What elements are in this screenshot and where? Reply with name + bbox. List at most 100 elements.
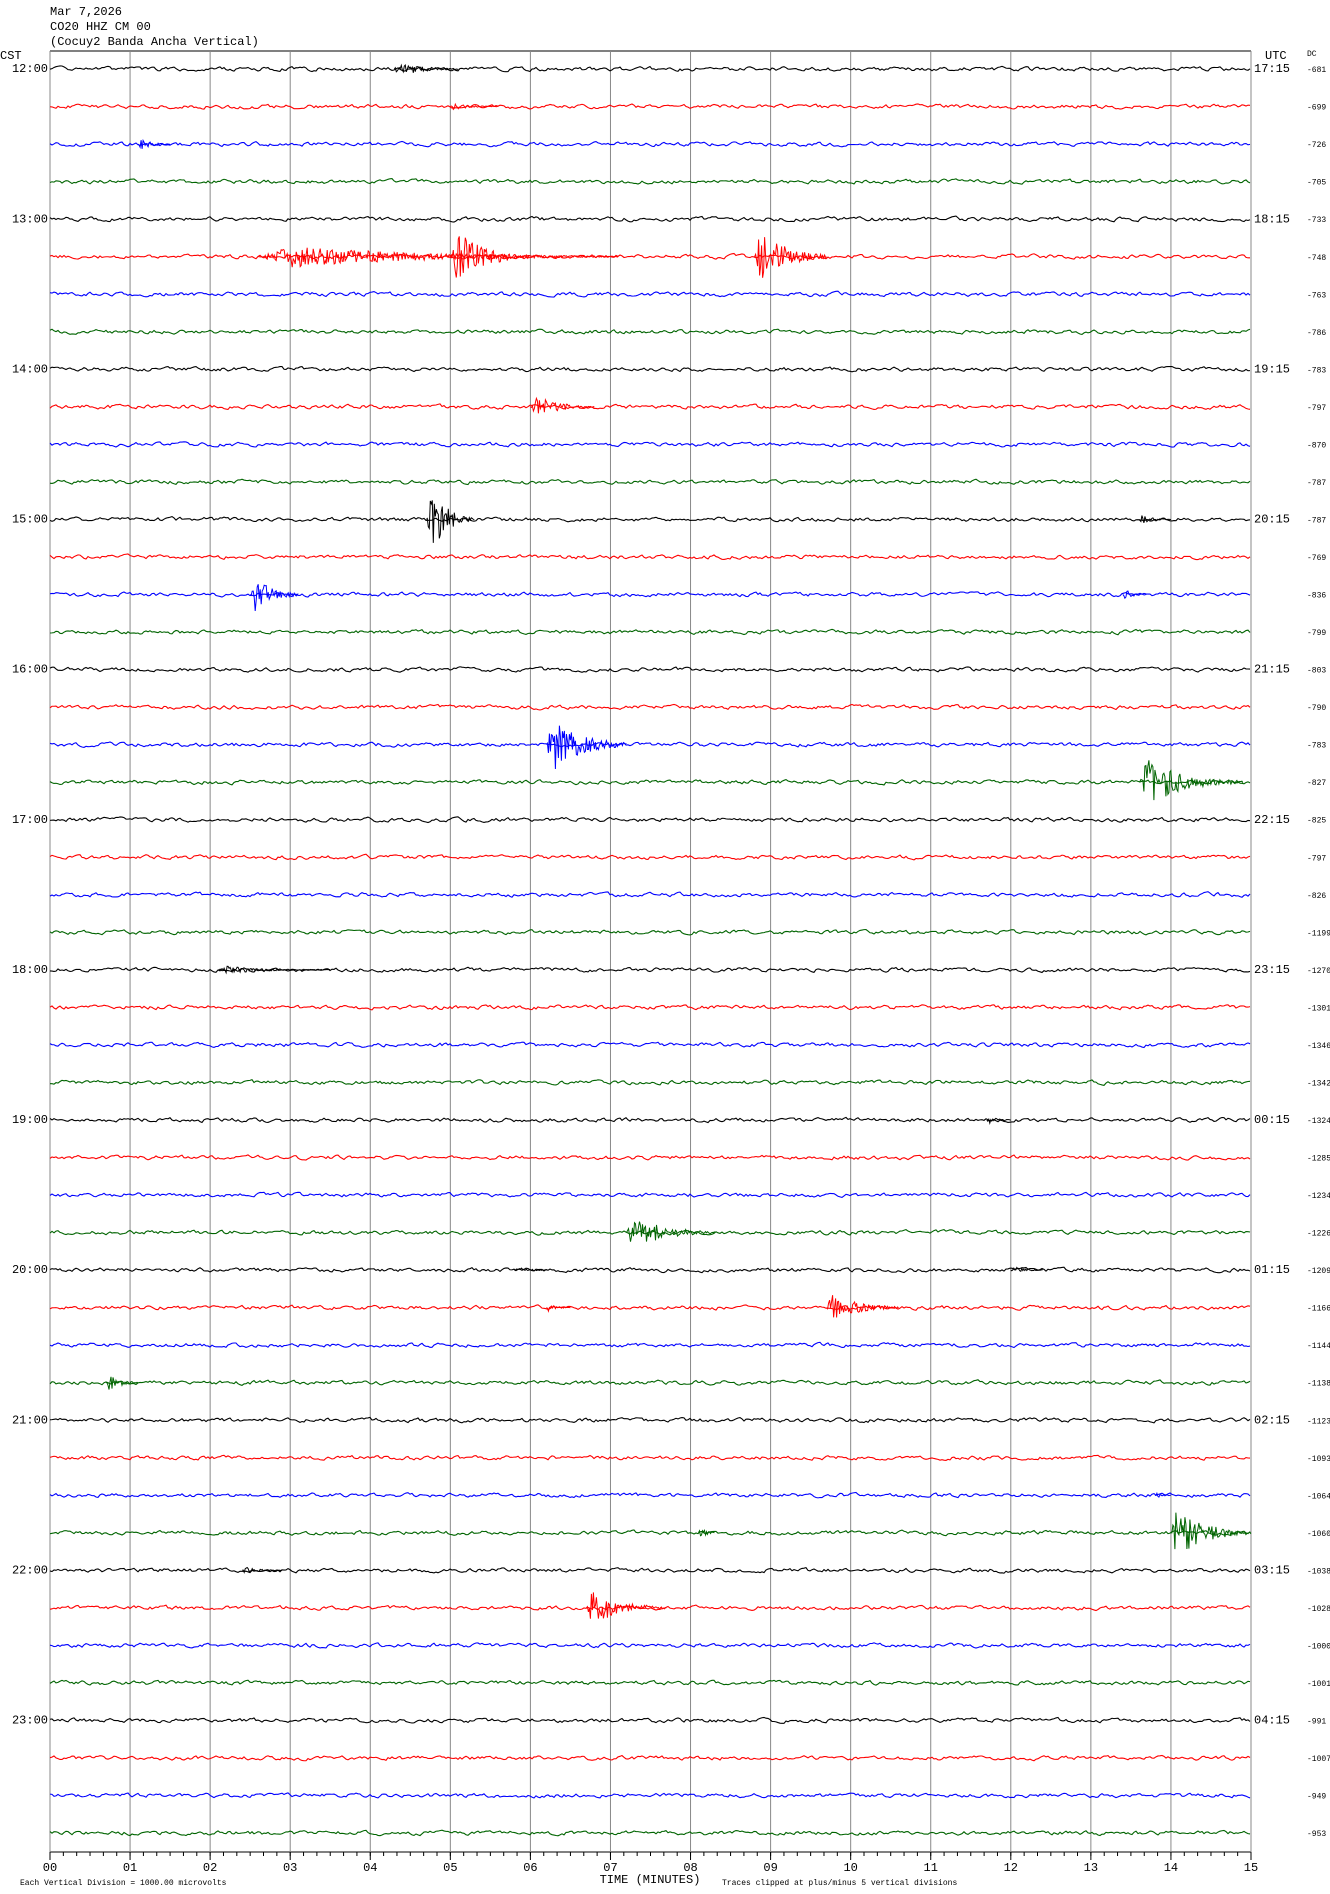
trace xyxy=(49,1716,1251,1724)
trace xyxy=(49,1116,1251,1124)
trace xyxy=(49,1491,1251,1499)
cst-label: 21:00 xyxy=(12,1413,48,1427)
seismic-event xyxy=(137,138,171,150)
trace xyxy=(49,591,1251,598)
seismic-event xyxy=(1138,760,1244,801)
cst-label: 17:00 xyxy=(12,813,48,827)
dc-value: -1144 xyxy=(1307,1342,1330,1351)
dc-value: -1324 xyxy=(1307,1117,1330,1126)
dc-value: -763 xyxy=(1307,291,1326,300)
trace xyxy=(49,1529,1251,1537)
seismic-event xyxy=(586,1592,667,1619)
dc-value: -787 xyxy=(1307,479,1326,488)
dc-value: -705 xyxy=(1307,179,1326,188)
cst-label: 18:00 xyxy=(12,963,48,977)
dc-value: -1346 xyxy=(1307,1042,1330,1051)
trace xyxy=(49,1792,1251,1799)
dc-value: -726 xyxy=(1307,141,1326,150)
dc-value: -786 xyxy=(1307,329,1326,338)
trace xyxy=(49,103,1251,110)
dc-value: -783 xyxy=(1307,742,1326,751)
trace xyxy=(49,1191,1251,1199)
trace xyxy=(49,553,1251,561)
cst-label: 23:00 xyxy=(12,1714,48,1728)
right-axis-label: UTC xyxy=(1265,49,1287,63)
dc-value: -748 xyxy=(1307,254,1326,263)
trace xyxy=(49,65,1251,73)
x-tick-label: 02 xyxy=(203,1861,217,1875)
dc-value: -1342 xyxy=(1307,1079,1330,1088)
seismic-event xyxy=(217,965,331,975)
trace xyxy=(49,1004,1251,1011)
cst-label: 13:00 xyxy=(12,212,48,226)
dc-value: -1199 xyxy=(1307,929,1330,938)
trace xyxy=(49,1604,1251,1612)
station: CO20 HHZ CM 00 xyxy=(50,20,151,34)
seismic-event xyxy=(449,236,531,278)
utc-label: 21:15 xyxy=(1254,663,1290,677)
cst-label: 12:00 xyxy=(12,62,48,76)
trace xyxy=(49,1679,1251,1686)
dc-value: -1028 xyxy=(1307,1605,1330,1614)
trace xyxy=(49,1454,1251,1461)
seismic-event xyxy=(393,63,459,74)
x-tick-label: 11 xyxy=(924,1861,938,1875)
trace xyxy=(49,252,1251,260)
dc-value: -949 xyxy=(1307,1793,1326,1802)
utc-label: 19:15 xyxy=(1254,362,1290,376)
x-tick-label: 00 xyxy=(43,1861,57,1875)
utc-label: 03:15 xyxy=(1254,1563,1290,1577)
cst-label: 14:00 xyxy=(12,362,48,376)
trace xyxy=(49,1829,1251,1837)
description: (Cocuy2 Banda Ancha Vertical) xyxy=(50,35,259,49)
trace xyxy=(49,515,1251,523)
seismic-event xyxy=(514,1267,547,1272)
seismic-event xyxy=(546,1305,571,1313)
seismic-event xyxy=(546,725,627,769)
dc-value: -1226 xyxy=(1307,1230,1330,1239)
dc-label: DC xyxy=(1307,50,1317,59)
scale-note: Each Vertical Division = 1000.00 microvo… xyxy=(20,1879,227,1888)
trace xyxy=(49,215,1251,223)
trace xyxy=(49,441,1251,448)
x-tick-label: 09 xyxy=(763,1861,777,1875)
trace xyxy=(49,1266,1251,1274)
x-tick-label: 14 xyxy=(1164,1861,1178,1875)
utc-label: 00:15 xyxy=(1254,1113,1290,1127)
seismic-event xyxy=(754,237,827,278)
utc-label: 02:15 xyxy=(1254,1413,1290,1427)
trace xyxy=(49,741,1251,748)
seismic-event xyxy=(249,584,299,611)
dc-value: -1064 xyxy=(1307,1492,1330,1501)
clip-note: Traces clipped at plus/minus 5 vertical … xyxy=(722,1879,957,1888)
dc-value: -1123 xyxy=(1307,1417,1330,1426)
trace xyxy=(49,403,1251,411)
dc-value: -783 xyxy=(1307,366,1326,375)
trace xyxy=(49,816,1251,824)
x-tick-label: 01 xyxy=(123,1861,137,1875)
trace xyxy=(49,1379,1251,1386)
cst-label: 15:00 xyxy=(12,513,48,527)
seismic-event xyxy=(1122,590,1148,600)
trace xyxy=(49,703,1251,711)
x-tick-label: 07 xyxy=(603,1861,617,1875)
dc-value: -1138 xyxy=(1307,1380,1330,1389)
x-tick-label: 12 xyxy=(1004,1861,1018,1875)
trace xyxy=(49,778,1251,786)
dc-value: -769 xyxy=(1307,554,1326,563)
seismic-event xyxy=(698,1528,715,1537)
dc-value: -1093 xyxy=(1307,1455,1330,1464)
utc-label: 01:15 xyxy=(1254,1263,1290,1277)
trace xyxy=(49,1154,1251,1161)
cst-label: 16:00 xyxy=(12,663,48,677)
dc-value: -827 xyxy=(1307,779,1326,788)
dc-value: -1285 xyxy=(1307,1155,1330,1164)
seismic-event xyxy=(986,1117,1011,1126)
trace xyxy=(49,1642,1251,1649)
x-tick-label: 06 xyxy=(523,1861,537,1875)
seismic-event xyxy=(258,247,619,268)
x-tick-label: 13 xyxy=(1084,1861,1098,1875)
dc-value: -1270 xyxy=(1307,967,1330,976)
x-tick-label: 15 xyxy=(1244,1861,1258,1875)
